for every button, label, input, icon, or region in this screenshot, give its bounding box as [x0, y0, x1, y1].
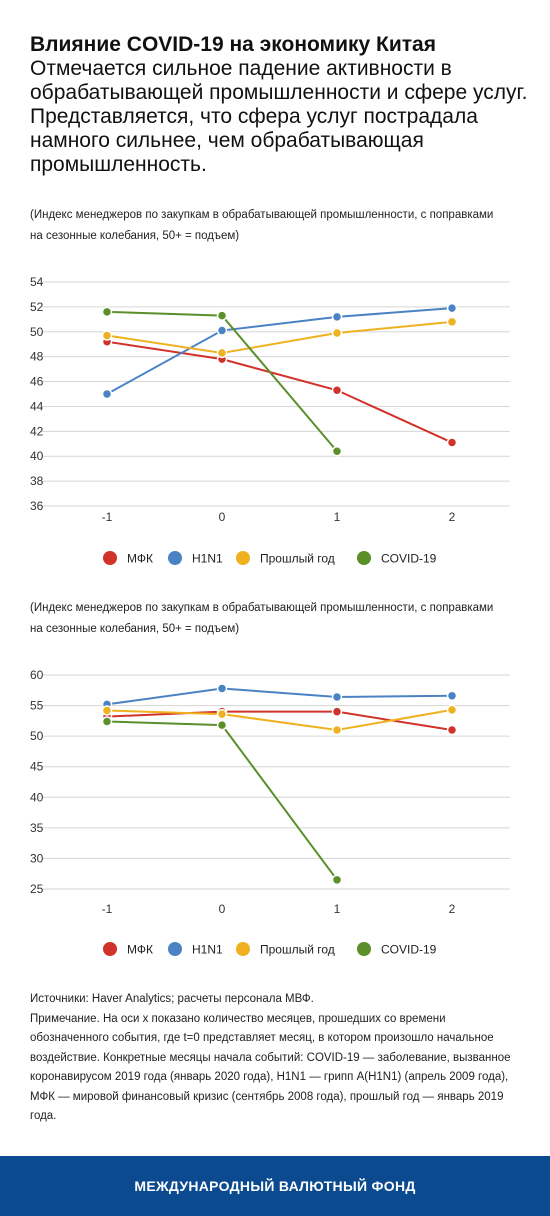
legend-marker — [236, 551, 250, 565]
data-point — [101, 716, 113, 727]
data-point — [331, 445, 343, 457]
data-point — [446, 302, 458, 314]
page-subtitle: Отмечается сильное падение активности в … — [30, 57, 528, 176]
y-tick-label: 36 — [30, 499, 44, 513]
data-point — [331, 724, 343, 736]
data-point — [331, 874, 343, 886]
legend-label: МФК — [127, 943, 153, 957]
data-point — [216, 325, 228, 336]
x-tick-label: 1 — [334, 902, 341, 916]
chart-1-note: (Индекс менеджеров по закупкам в обрабат… — [30, 209, 494, 242]
chart-1: 36 38 40 42 44 46 48 50 52 54 -1 0 1 2 МФК H1N1 Прошлый … — [0, 262, 550, 582]
sources-line: Источники: Haver Analytics; расчеты перс… — [30, 993, 314, 1005]
series-line — [106, 340, 453, 444]
x-tick-label: -1 — [102, 510, 113, 524]
series-line — [106, 687, 453, 706]
y-tick-label: 45 — [30, 760, 44, 774]
data-point — [101, 705, 113, 716]
x-tick-label: 1 — [334, 510, 341, 524]
data-point — [331, 311, 343, 323]
data-point — [446, 690, 458, 702]
legend-label: Прошлый год — [260, 552, 335, 566]
data-point — [446, 704, 458, 716]
series-line — [106, 710, 453, 732]
legend-label: Прошлый год — [260, 943, 335, 957]
legend-label: COVID-19 — [381, 943, 437, 957]
series-line — [106, 320, 453, 354]
data-point — [331, 706, 343, 717]
y-tick-label: 50 — [30, 729, 44, 743]
data-point — [446, 316, 458, 328]
legend-marker — [103, 942, 117, 956]
y-tick-label: 40 — [30, 790, 44, 804]
x-tick-label: -1 — [102, 902, 113, 916]
y-tick-label: 44 — [30, 399, 44, 413]
legend-marker — [357, 551, 371, 565]
legend-label: МФК — [127, 552, 153, 566]
footer-label: МЕЖДУНАРОДНЫЙ ВАЛЮТНЫЙ ФОНД — [134, 1178, 416, 1194]
methodology-note: Примечание. На оси x показано количество… — [30, 1012, 511, 1123]
sources-note: Источники: Haver Analytics; расчеты перс… — [30, 990, 520, 1127]
footer-bar: МЕЖДУНАРОДНЫЙ ВАЛЮТНЫЙ ФОНД — [0, 1156, 550, 1216]
y-tick-label: 38 — [30, 474, 44, 488]
legend-marker — [168, 942, 182, 956]
legend-marker — [236, 942, 250, 956]
legend-label: H1N1 — [192, 552, 223, 566]
y-tick-label: 30 — [30, 851, 44, 865]
chart-1-svg: 36 38 40 42 44 46 48 50 52 54 -1 0 1 2 МФК H1N1 Прошлый … — [30, 275, 510, 566]
chart-2-note: (Индекс менеджеров по закупкам в обрабат… — [30, 602, 494, 635]
series-line — [106, 708, 453, 732]
x-tick-label: 0 — [219, 902, 226, 916]
y-tick-label: 50 — [30, 325, 44, 339]
x-tick-label: 2 — [449, 510, 456, 524]
y-tick-label: 48 — [30, 350, 44, 364]
y-tick-label: 40 — [30, 449, 44, 463]
legend-marker — [357, 942, 371, 956]
x-tick-label: 2 — [449, 902, 456, 916]
legend-marker — [168, 551, 182, 565]
y-tick-label: 54 — [30, 275, 44, 289]
data-point — [216, 310, 228, 321]
series-line — [106, 720, 338, 881]
y-tick-label: 46 — [30, 375, 44, 389]
data-point — [446, 724, 458, 736]
data-point — [216, 719, 228, 731]
legend-marker — [103, 551, 117, 565]
chart-2: 25 30 35 40 45 50 55 60 -1 0 1 2 МФК H1N1 Прошлый год C… — [0, 655, 550, 975]
data-point — [216, 708, 228, 720]
legend-label: H1N1 — [192, 943, 223, 957]
data-point — [216, 347, 228, 359]
data-point — [101, 306, 113, 318]
y-tick-label: 25 — [30, 882, 44, 896]
data-point — [446, 437, 458, 448]
chart-2-svg: 25 30 35 40 45 50 55 60 -1 0 1 2 МФК H1N1 Прошлый год C… — [30, 668, 510, 957]
legend-label: COVID-19 — [381, 552, 437, 566]
y-tick-label: 42 — [30, 424, 44, 438]
data-point — [101, 330, 113, 341]
page-title: Влияние COVID-19 на экономику Китая — [30, 33, 436, 56]
y-tick-label: 35 — [30, 821, 44, 835]
x-tick-label: 0 — [219, 510, 226, 524]
y-tick-label: 60 — [30, 668, 44, 682]
y-tick-label: 52 — [30, 300, 44, 314]
y-tick-label: 55 — [30, 699, 44, 713]
data-point — [331, 327, 343, 339]
data-point — [101, 388, 113, 400]
series-line — [106, 307, 453, 395]
data-point — [331, 385, 343, 396]
data-point — [331, 691, 343, 703]
data-point — [216, 683, 228, 694]
title-block: Влияние COVID-19 на экономику Китая Отме… — [30, 33, 535, 177]
